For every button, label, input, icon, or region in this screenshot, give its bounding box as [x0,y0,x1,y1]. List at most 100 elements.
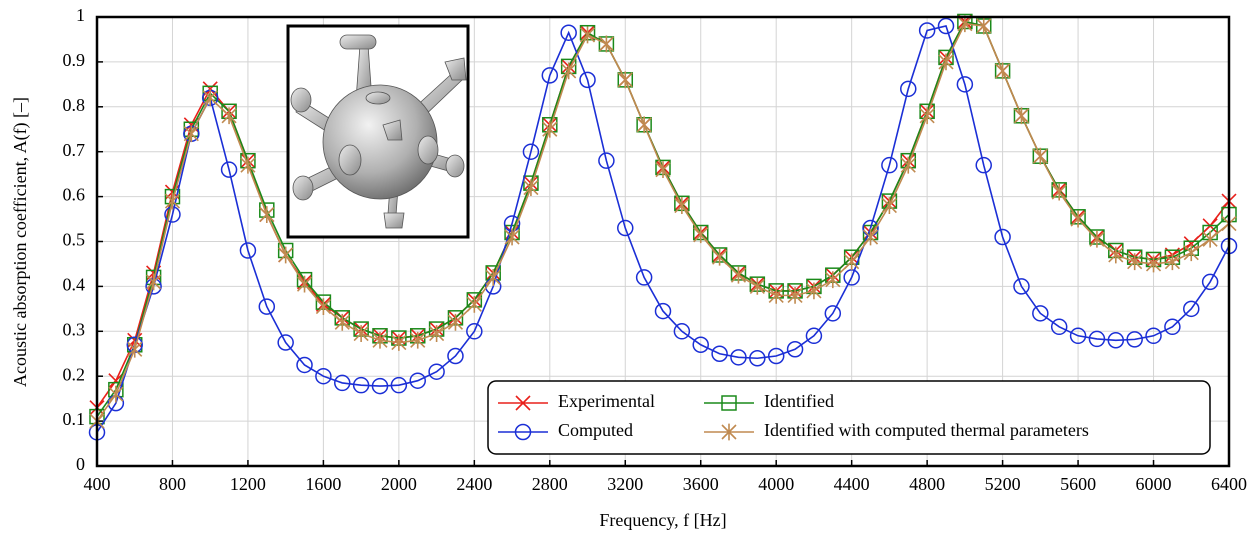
point [1145,255,1162,273]
point [466,295,482,313]
point [749,349,766,367]
legend-item: Identified with computed thermal paramet… [704,420,1089,441]
x-tick-label: 400 [84,474,111,494]
x-tick-label: 3600 [683,474,719,494]
point [239,242,257,259]
point [447,313,464,331]
point [522,143,540,160]
point [541,67,559,84]
x-tick-label: 2800 [532,474,568,494]
legend-marker [721,423,737,441]
point [1202,230,1218,248]
y-tick-label: 0.7 [63,140,86,160]
point [900,156,916,174]
point [918,22,936,39]
point [1164,318,1181,336]
legend-marker [514,423,532,441]
point [730,266,747,284]
point [844,253,860,271]
x-tick-label: 1200 [230,474,266,494]
point [956,76,974,93]
point [523,179,539,197]
point [221,107,237,125]
point [220,161,238,178]
point [334,374,351,392]
point [391,334,407,351]
x-tick-label: 6000 [1136,474,1172,494]
y-tick-label: 0.2 [63,364,86,384]
point [1107,332,1125,349]
inset-figure [286,24,470,239]
point [1183,244,1199,262]
series-line [96,25,1230,433]
point [1127,253,1143,271]
y-tick-label: 0.6 [63,185,86,205]
point [693,226,709,244]
point [1088,330,1106,348]
point [1013,107,1030,125]
point [976,17,992,35]
x-tick-label: 4800 [909,474,945,494]
point [447,347,464,365]
point [1108,246,1124,264]
point [1164,253,1180,271]
point [749,278,765,295]
point [353,325,369,342]
point [315,367,332,385]
legend-marker [721,395,737,411]
x-tick-label: 4400 [834,474,870,494]
point [787,286,803,304]
legend-label: Identified [764,391,834,411]
point [1069,327,1087,345]
x-tick-label: 5600 [1060,474,1096,494]
point [786,341,804,358]
point [673,323,691,340]
x-tick-label: 800 [159,474,186,494]
legend-item: Identified [704,391,834,411]
point [712,248,728,266]
y-tick-label: 0.8 [63,95,86,115]
legend-marker [515,395,531,411]
point [277,334,294,351]
x-tick-label: 2400 [456,474,492,494]
point [692,336,709,354]
point [146,273,162,291]
point [202,89,218,107]
point [560,24,577,41]
point [108,373,124,389]
point [296,356,313,374]
point [919,107,935,125]
point [485,269,501,286]
point [937,17,955,35]
point [938,53,954,71]
point [711,345,728,362]
point [579,71,596,89]
point [1032,305,1049,322]
point [598,152,615,169]
point [334,313,350,331]
point [655,161,671,179]
series [89,13,1237,416]
point [240,156,256,174]
point [259,206,275,223]
x-tick-label: 6400 [1211,474,1247,494]
point [1051,183,1067,201]
point [409,372,426,389]
plot-frame [95,15,1231,468]
point [352,376,370,394]
point [730,349,747,366]
y-tick-label: 0.4 [63,275,86,295]
point [881,156,898,174]
point [617,71,633,89]
x-tick-label: 2000 [381,474,417,494]
point [995,62,1011,80]
legend-item: Experimental [498,391,655,411]
legend-item: Computed [498,420,633,441]
point [862,228,879,246]
legend [487,380,1211,455]
x-tick-label: 1600 [305,474,341,494]
point [1032,147,1048,165]
point [598,35,614,53]
point [372,331,388,349]
